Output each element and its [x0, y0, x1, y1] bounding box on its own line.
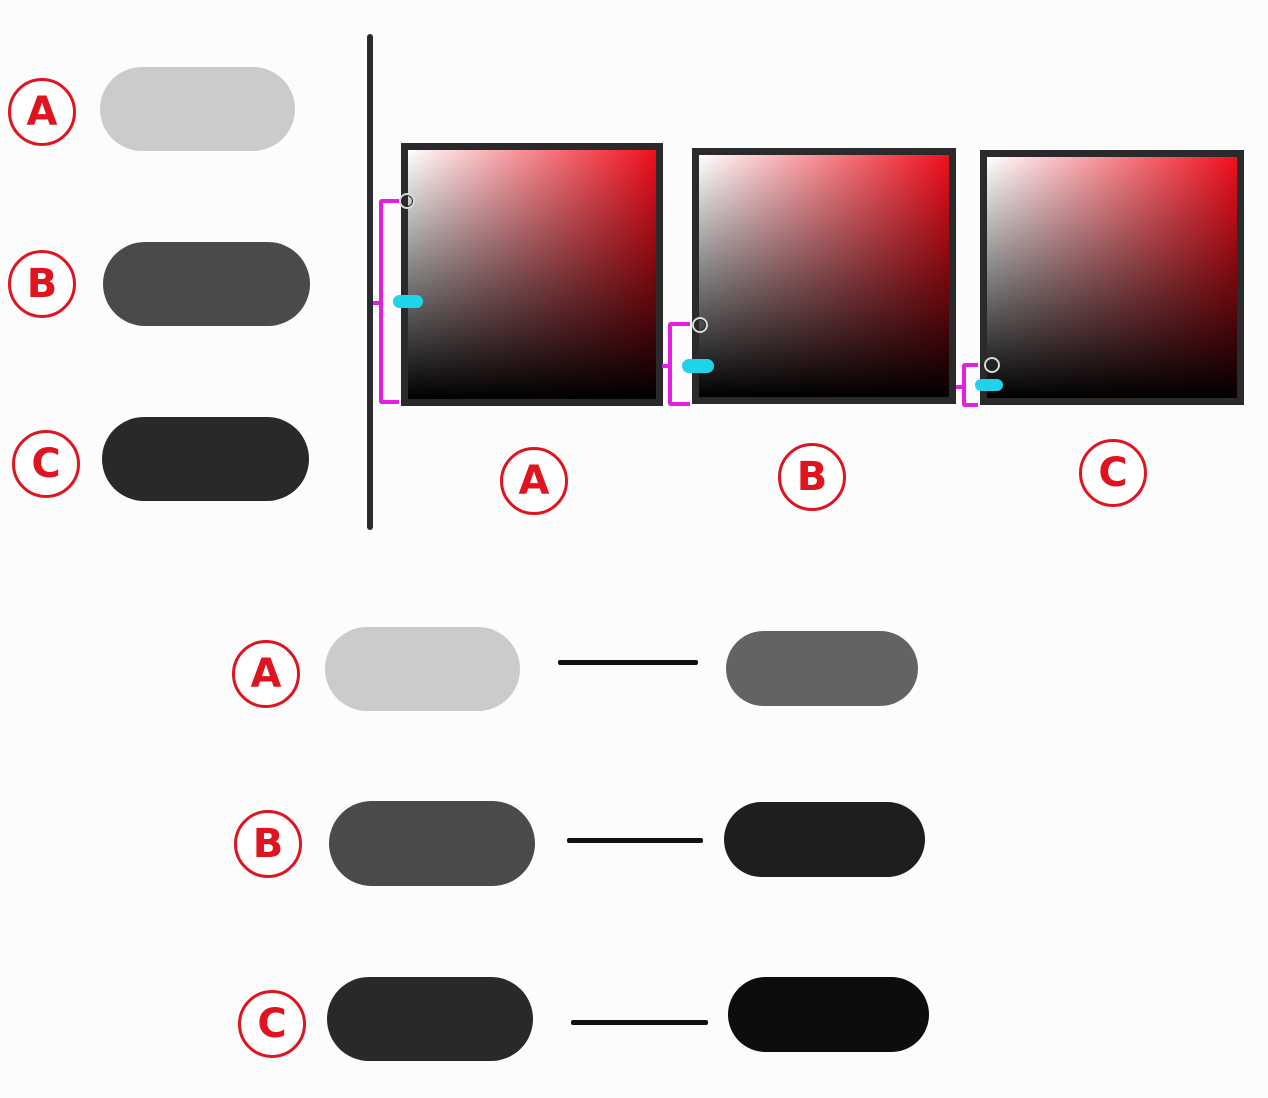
midpoint-marker-a	[393, 295, 423, 308]
picker-a-handle-icon	[399, 193, 415, 209]
row-b-original-swatch	[329, 801, 535, 886]
row-a-original-swatch	[325, 627, 520, 711]
color-picker-a	[401, 143, 663, 406]
row-c-label-badge: C	[238, 990, 306, 1058]
label-b-badge: B	[8, 250, 76, 318]
label-a-badge: A	[8, 78, 76, 146]
brightness-range-bracket-a	[373, 199, 399, 404]
brightness-range-bracket-b	[662, 322, 690, 406]
vertical-divider	[367, 34, 373, 530]
row-a-label-badge: A	[232, 640, 300, 708]
midpoint-marker-b	[682, 359, 714, 373]
picker-c-label-badge: C	[1079, 439, 1147, 507]
picker-c-handle-icon	[984, 357, 1000, 373]
swatch-c-dark-gray	[102, 417, 309, 501]
row-b-darkened-swatch	[724, 802, 925, 877]
swatch-b-medium-gray	[103, 242, 310, 326]
picker-b-label-badge: B	[778, 443, 846, 511]
row-b-connector-line	[567, 838, 703, 843]
row-b-label-badge: B	[234, 810, 302, 878]
midpoint-marker-c	[975, 379, 1003, 391]
row-c-connector-line	[571, 1020, 708, 1025]
row-c-darkened-swatch	[728, 977, 929, 1052]
row-a-connector-line	[558, 660, 698, 665]
swatch-a-light-gray	[100, 67, 295, 151]
color-picker-c	[980, 150, 1244, 405]
picker-a-label-badge: A	[500, 447, 568, 515]
color-picker-b	[692, 148, 956, 404]
row-c-original-swatch	[327, 977, 533, 1061]
saturation-brightness-field-c	[987, 157, 1237, 398]
row-a-darkened-swatch	[726, 631, 918, 706]
brightness-range-bracket-c	[956, 363, 978, 407]
picker-b-handle-icon	[692, 317, 708, 333]
saturation-brightness-field-a	[408, 150, 656, 399]
label-c-badge: C	[12, 430, 80, 498]
saturation-brightness-field-b	[699, 155, 949, 397]
